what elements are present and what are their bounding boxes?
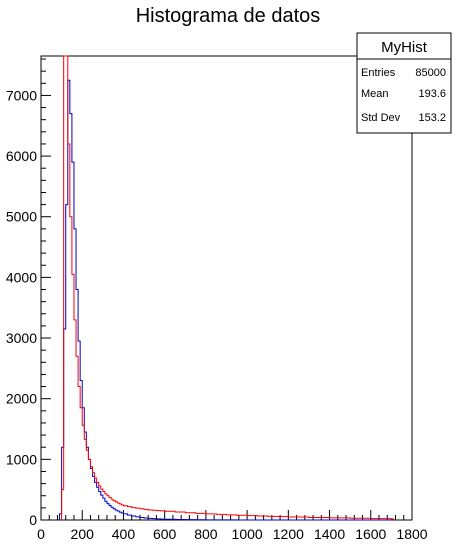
series-layer (59, 55, 394, 521)
stats-box-frame (356, 32, 452, 134)
histogram-series-2 (61, 55, 394, 520)
chart-title: Histograma de datos (136, 5, 321, 27)
x-tick-label: 600 (153, 526, 177, 542)
x-tick-label: 0 (37, 526, 45, 542)
stats-stddev-value: 153.2 (418, 112, 446, 124)
y-tick-label: 0 (29, 512, 37, 528)
x-tick-label: 400 (112, 526, 136, 542)
x-tick-label: 1400 (314, 526, 345, 542)
y-tick-label: 5000 (6, 209, 37, 225)
stats-mean-value: 193.6 (418, 88, 446, 100)
y-tick-label: 3000 (6, 330, 37, 346)
stats-box-title: MyHist (381, 39, 428, 56)
x-tick-label: 1800 (396, 526, 427, 542)
x-tick-label: 1200 (273, 526, 304, 542)
stats-box: MyHist Entries 85000 Mean 193.6 Std Dev … (356, 32, 452, 134)
stats-entries-value: 85000 (415, 67, 446, 79)
x-tick-label: 800 (194, 526, 218, 542)
histogram-series-1 (59, 79, 394, 521)
x-tick-label: 1600 (355, 526, 386, 542)
y-axis: 0 1000 2000 3000 4000 5000 6000 7000 (6, 58, 51, 528)
y-tick-label: 1000 (6, 451, 37, 467)
stats-mean-label: Mean (361, 88, 389, 100)
plot-frame (40, 55, 413, 521)
stats-stddev-label: Std Dev (361, 112, 401, 124)
x-tick-label: 200 (71, 526, 95, 542)
y-tick-label: 6000 (6, 148, 37, 164)
y-tick-label: 4000 (6, 269, 37, 285)
stats-entries-label: Entries (361, 67, 396, 79)
x-axis: 0 200 400 600 800 1000 1200 1400 1600 1800 (37, 510, 428, 542)
y-tick-label: 7000 (6, 87, 37, 103)
y-tick-label: 2000 (6, 391, 37, 407)
x-tick-label: 1000 (232, 526, 263, 542)
